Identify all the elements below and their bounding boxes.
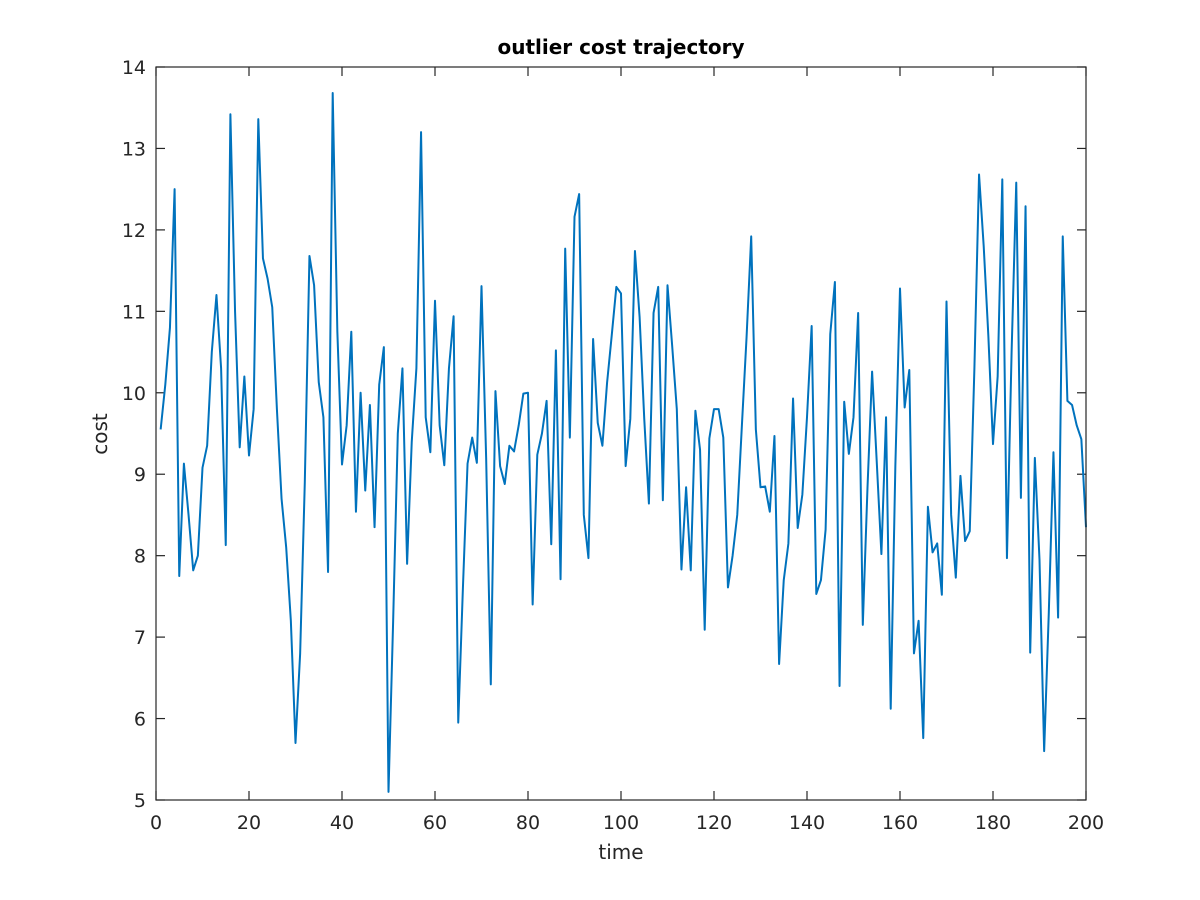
series-layer bbox=[159, 92, 1087, 793]
y-tick-label: 11 bbox=[122, 301, 146, 323]
x-tick-label: 40 bbox=[330, 812, 354, 834]
tick-labels: 0 20 40 60 80 100 120 140 160 180 200 5 6 7 8 9 10 11 12 13… bbox=[122, 57, 1104, 834]
x-tick-label: 120 bbox=[696, 812, 732, 834]
x-tick-label: 100 bbox=[603, 812, 639, 834]
x-tick-label: 0 bbox=[150, 812, 162, 834]
x-tick-label: 200 bbox=[1068, 812, 1104, 834]
y-tick-label: 13 bbox=[122, 138, 146, 160]
y-tick-label: 9 bbox=[134, 464, 146, 486]
x-tick-label: 20 bbox=[237, 812, 261, 834]
x-tick-label: 140 bbox=[789, 812, 825, 834]
x-tick-label: 60 bbox=[423, 812, 447, 834]
axes-box bbox=[155, 66, 1087, 801]
y-tick-label: 5 bbox=[134, 790, 146, 812]
y-tick-label: 14 bbox=[122, 57, 146, 79]
y-tick-label: 7 bbox=[134, 627, 146, 649]
plot-area bbox=[156, 67, 1086, 800]
y-tick-label: 12 bbox=[122, 220, 146, 242]
x-tick-label: 180 bbox=[975, 812, 1011, 834]
y-tick-label: 10 bbox=[122, 383, 146, 405]
y-tick-label: 8 bbox=[134, 546, 146, 568]
series-line bbox=[159, 92, 1087, 793]
x-tick-label: 80 bbox=[516, 812, 540, 834]
x-tick-label: 160 bbox=[882, 812, 918, 834]
y-axis-label: cost bbox=[88, 413, 112, 455]
y-tick-label: 6 bbox=[134, 709, 146, 731]
chart-title: outlier cost trajectory bbox=[497, 35, 744, 59]
x-axis-label: time bbox=[598, 840, 643, 864]
